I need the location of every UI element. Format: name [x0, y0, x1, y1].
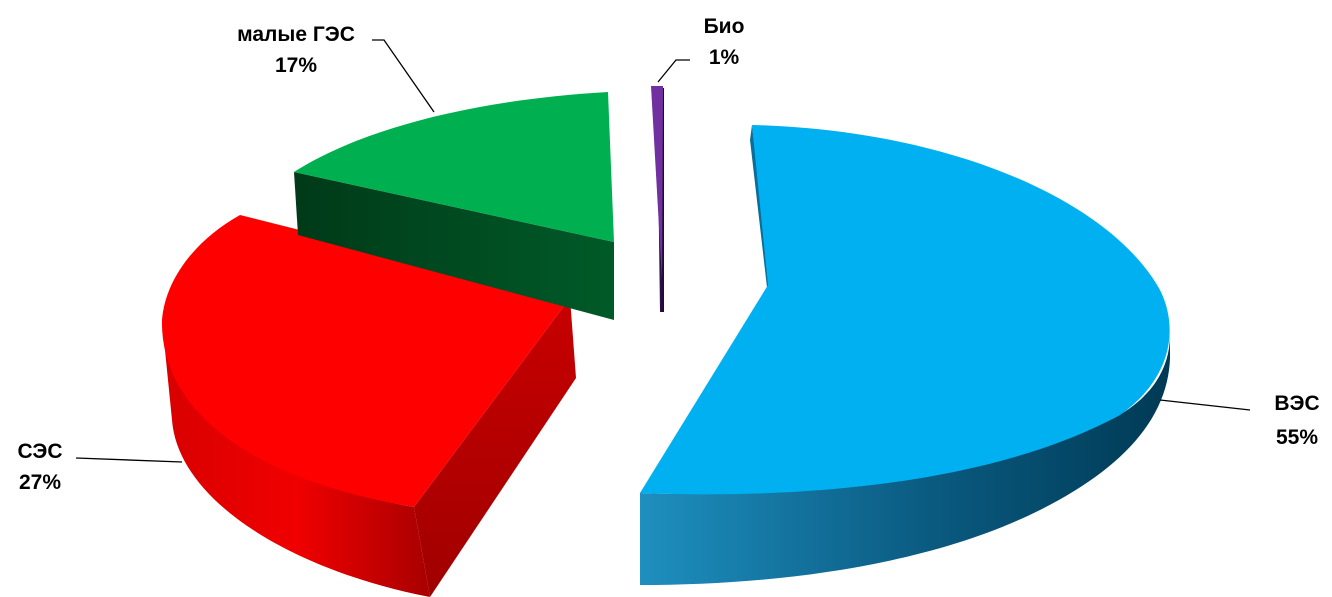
leader-ses	[75, 457, 183, 463]
label-ves-name: ВЭС	[1274, 392, 1319, 415]
label-ges: малые ГЭС 17%	[237, 23, 355, 77]
label-bio-name: Био	[704, 15, 745, 38]
leader-bio	[657, 59, 690, 83]
slice-ves-side	[640, 335, 1170, 585]
slice-bio	[651, 86, 664, 312]
slice-ses	[161, 215, 576, 597]
label-ges-value: 17%	[275, 54, 317, 77]
label-ves: ВЭС 55%	[1274, 392, 1319, 449]
slice-ges-side	[294, 172, 614, 320]
slice-ses-top	[161, 215, 571, 507]
label-bio-value: 1%	[709, 46, 740, 69]
slice-ges	[294, 92, 614, 320]
slice-ves	[640, 125, 1170, 585]
label-ses: СЭС 27%	[18, 440, 63, 494]
label-ses-name: СЭС	[18, 440, 63, 463]
slice-ves-top	[640, 125, 1170, 495]
slice-bio-top	[651, 86, 663, 280]
label-ges-name: малые ГЭС	[237, 23, 355, 46]
slice-ges-top	[294, 92, 614, 242]
slice-ses-side	[162, 320, 430, 597]
leader-ges	[372, 39, 435, 113]
label-ves-value: 55%	[1276, 426, 1318, 449]
label-ses-value: 27%	[19, 471, 61, 494]
label-bio: Био 1%	[704, 15, 745, 69]
slice-ses-cut	[414, 298, 576, 597]
leader-ves	[1159, 399, 1251, 411]
